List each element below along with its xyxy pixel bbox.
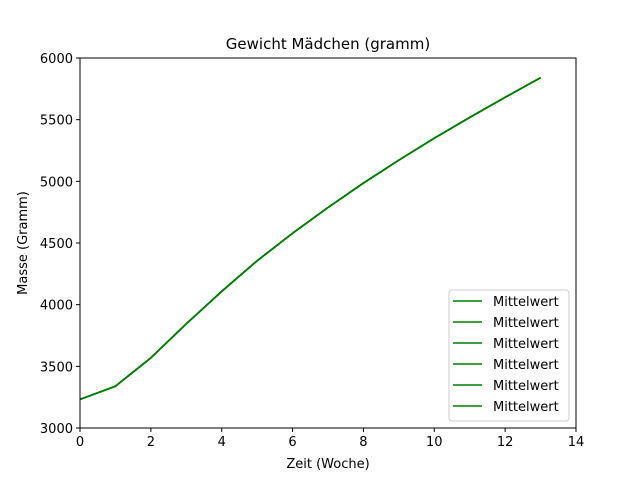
legend-label: Mittelwert	[493, 358, 559, 373]
x-tick-label: 2	[147, 435, 155, 450]
y-axis-ticks: 3000 3500 4000 4500 5000 5500 6000	[40, 52, 80, 437]
y-tick-label: 4500	[40, 237, 73, 252]
y-tick-label: 3500	[40, 360, 73, 375]
y-tick-label: 5000	[40, 175, 73, 190]
legend-label: Mittelwert	[493, 295, 559, 310]
chart-title: Gewicht Mädchen (gramm)	[226, 35, 430, 53]
y-axis-label: Masse (Gramm)	[16, 191, 31, 295]
y-tick-label: 6000	[40, 52, 73, 67]
x-axis-label: Zeit (Woche)	[286, 457, 369, 472]
series-line	[79, 77, 541, 401]
x-tick-label: 12	[497, 435, 514, 450]
x-tick-label: 8	[359, 435, 367, 450]
x-tick-label: 0	[76, 435, 84, 450]
legend-label: Mittelwert	[493, 379, 559, 394]
x-tick-label: 4	[218, 435, 226, 450]
y-tick-label: 5500	[40, 114, 73, 129]
y-tick-label: 4000	[40, 299, 73, 314]
x-axis-ticks: 0 2 4 6 8 10 12 14	[76, 428, 584, 450]
legend-label: Mittelwert	[493, 400, 559, 415]
series-layer	[79, 77, 541, 401]
x-tick-label: 10	[426, 435, 443, 450]
legend-label: Mittelwert	[493, 337, 559, 352]
legend: Mittelwert Mittelwert Mittelwert Mittelwert…	[448, 289, 570, 422]
y-tick-label: 3000	[40, 422, 73, 437]
legend-label: Mittelwert	[493, 316, 559, 331]
x-tick-label: 14	[568, 435, 585, 450]
x-tick-label: 6	[288, 435, 296, 450]
